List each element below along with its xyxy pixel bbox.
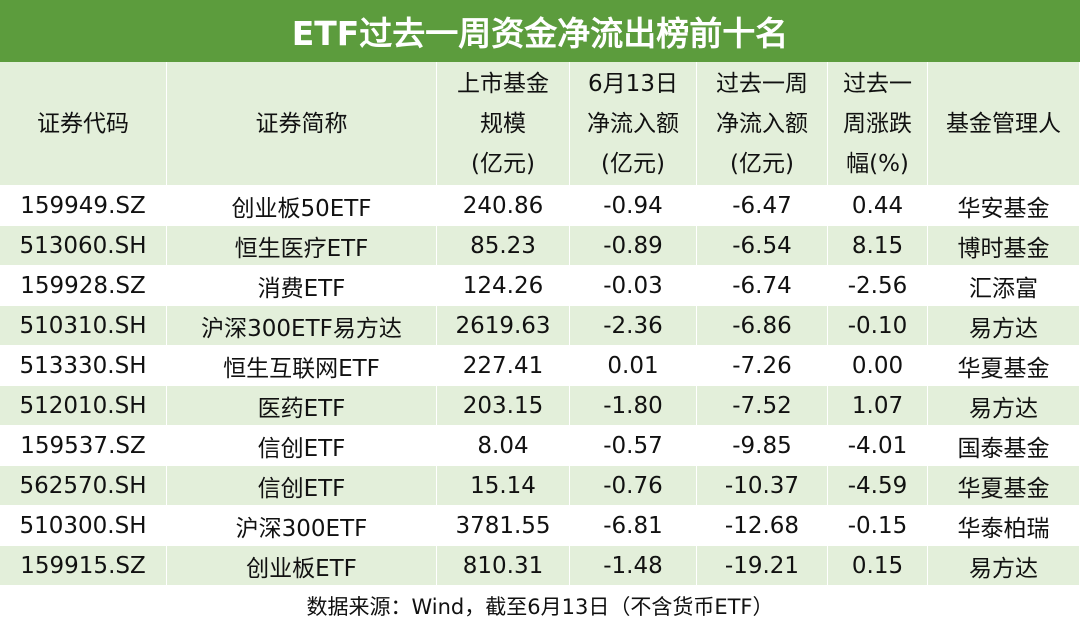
table-cell: 2619.63: [437, 306, 570, 346]
table-cell: -6.86: [697, 306, 828, 346]
header-cell: 过去一周净流入额 (亿元): [697, 62, 828, 186]
header-text: 过去一: [843, 70, 912, 97]
table-cell: 恒生医疗ETF: [167, 226, 437, 266]
table-cell: 国泰基金: [928, 426, 1080, 466]
table-cell: 医药ETF: [167, 386, 437, 426]
title: ETF过去一周资金净流出榜前十名: [0, 0, 1080, 62]
table-cell: 恒生互联网ETF: [167, 346, 437, 386]
table-cell: -12.68: [697, 506, 828, 546]
table-cell: 159928.SZ: [0, 266, 167, 306]
header-text: 过去一周: [716, 70, 808, 97]
table-cell: -0.15: [828, 506, 928, 546]
table-cell: -4.59: [828, 466, 928, 506]
header-text: 证券简称: [255, 110, 348, 137]
table-cell: -7.26: [697, 346, 828, 386]
table-cell: 8.04: [437, 426, 570, 466]
table-cell: 沪深300ETF易方达: [167, 306, 437, 346]
table-cell: 240.86: [437, 186, 570, 226]
table-cell: -0.89: [570, 226, 697, 266]
header-cell: 证券简称: [167, 62, 437, 186]
footer-note: 数据来源：Wind，截至6月13日（不含货币ETF）: [0, 586, 1080, 626]
table-cell: -1.80: [570, 386, 697, 426]
table-cell: -6.81: [570, 506, 697, 546]
table-cell: -6.74: [697, 266, 828, 306]
table-cell: 易方达: [928, 306, 1080, 346]
table-cell: 810.31: [437, 546, 570, 586]
table-cell: 227.41: [437, 346, 570, 386]
table-cell: 消费ETF: [167, 266, 437, 306]
table-cell: 513060.SH: [0, 226, 167, 266]
header-text: (亿元): [471, 150, 535, 177]
table-cell: 562570.SH: [0, 466, 167, 506]
table-cell: 0.15: [828, 546, 928, 586]
table-cell: 汇添富: [928, 266, 1080, 306]
header-text: (亿元): [730, 150, 794, 177]
table-cell: -0.57: [570, 426, 697, 466]
header-text: 周涨跌: [843, 110, 912, 137]
table-cell: -2.36: [570, 306, 697, 346]
table-cell: 易方达: [928, 386, 1080, 426]
table-cell: 510300.SH: [0, 506, 167, 546]
table-cell: 1.07: [828, 386, 928, 426]
table-cell: 3781.55: [437, 506, 570, 546]
table-cell: 0.44: [828, 186, 928, 226]
table-cell: 信创ETF: [167, 426, 437, 466]
header-text: 6月13日: [588, 70, 678, 97]
header-text: 幅(%): [846, 150, 909, 177]
table-cell: -0.94: [570, 186, 697, 226]
table-cell: -1.48: [570, 546, 697, 586]
table-cell: 信创ETF: [167, 466, 437, 506]
table-cell: 创业板50ETF: [167, 186, 437, 226]
table-cell: 创业板ETF: [167, 546, 437, 586]
table-cell: 华夏基金: [928, 346, 1080, 386]
table-cell: 513330.SH: [0, 346, 167, 386]
table-cell: 85.23: [437, 226, 570, 266]
table-cell: 沪深300ETF: [167, 506, 437, 546]
table-cell: -2.56: [828, 266, 928, 306]
header-text: 净流入额: [587, 110, 679, 137]
header-text: 基金管理人: [946, 110, 1061, 137]
table-cell: 124.26: [437, 266, 570, 306]
table-cell: -0.03: [570, 266, 697, 306]
table-cell: -19.21: [697, 546, 828, 586]
table-cell: 159537.SZ: [0, 426, 167, 466]
table-cell: -7.52: [697, 386, 828, 426]
table-cell: 华安基金: [928, 186, 1080, 226]
header-text: 证券代码: [37, 110, 129, 137]
table-cell: 博时基金: [928, 226, 1080, 266]
table-cell: 0.00: [828, 346, 928, 386]
header-cell: 证券代码: [0, 62, 167, 186]
header-text: (亿元): [601, 150, 665, 177]
header-text: 规模: [480, 110, 526, 137]
table-cell: 159949.SZ: [0, 186, 167, 226]
table-cell: 易方达: [928, 546, 1080, 586]
header-cell: 上市基金规模 (亿元): [437, 62, 570, 186]
table-cell: 512010.SH: [0, 386, 167, 426]
table-cell: 159915.SZ: [0, 546, 167, 586]
header-text: 上市基金: [457, 70, 549, 97]
header-cell: 6月13日净流入额 (亿元): [570, 62, 697, 186]
table-cell: -9.85: [697, 426, 828, 466]
table-cell: -4.01: [828, 426, 928, 466]
table-cell: 8.15: [828, 226, 928, 266]
header-text: 净流入额: [716, 110, 808, 137]
table-cell: 510310.SH: [0, 306, 167, 346]
table-cell: 203.15: [437, 386, 570, 426]
table-cell: 0.01: [570, 346, 697, 386]
table-cell: 华泰柏瑞: [928, 506, 1080, 546]
table-cell: -6.47: [697, 186, 828, 226]
header-cell: 过去一周涨跌幅(%): [828, 62, 928, 186]
table-cell: -10.37: [697, 466, 828, 506]
table-cell: 15.14: [437, 466, 570, 506]
table-cell: -6.54: [697, 226, 828, 266]
table-cell: -0.10: [828, 306, 928, 346]
table-cell: -0.76: [570, 466, 697, 506]
header-cell: 基金管理人: [928, 62, 1080, 186]
table-cell: 华夏基金: [928, 466, 1080, 506]
